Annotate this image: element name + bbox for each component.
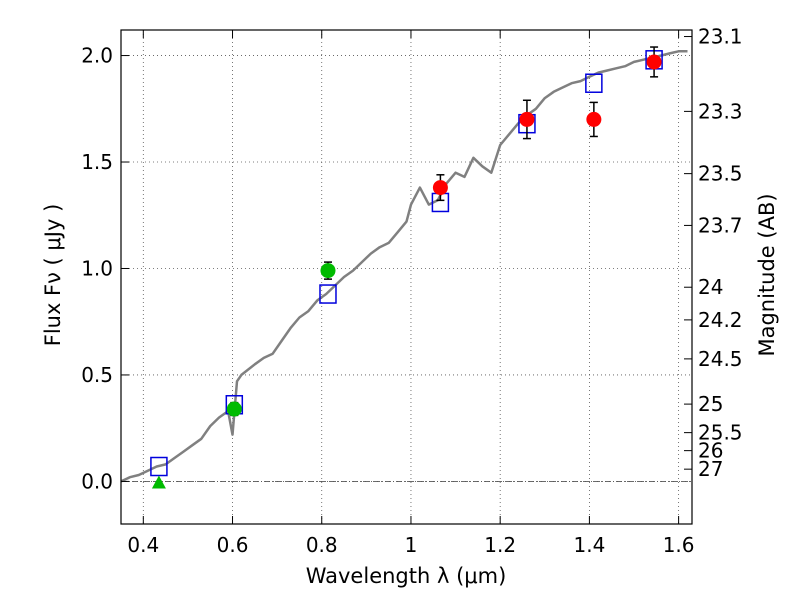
- measurement-point: [646, 54, 662, 70]
- x-axis-ticks: 0.4 0.6 0.8 1 1.2 1.4 1.6: [127, 30, 695, 557]
- data-markers: [150, 46, 663, 489]
- x-tick-label: 0.6: [217, 533, 249, 557]
- x-tick-label: 1.4: [573, 533, 605, 557]
- magnitude-tick-label: 23.5: [698, 162, 743, 186]
- magnitude-tick-label: 24.2: [698, 308, 743, 332]
- model-photometry-square: [150, 456, 168, 477]
- upper-limit-triangle: [151, 475, 166, 489]
- magnitude-tick-label: 23.3: [698, 99, 743, 123]
- x-tick-label: 1.6: [663, 533, 695, 557]
- magnitude-tick-label: 23.7: [698, 213, 743, 237]
- model-sed-line: [120, 50, 688, 483]
- measurement-point: [320, 263, 336, 279]
- magnitude-axis-label: Magnitude (AB): [755, 193, 779, 356]
- measurement-point: [432, 180, 448, 196]
- y-tick-label: 1.5: [81, 150, 113, 174]
- y-axis-ticks: 0.0 0.5 1.0 1.5 2.0: [81, 44, 129, 493]
- x-tick-label: 1: [405, 533, 418, 557]
- magnitude-tick-label: 25.5: [698, 421, 743, 445]
- model-photometry-square: [319, 284, 337, 304]
- plot-frame: [120, 29, 693, 525]
- magnitude-tick-label: 24.5: [698, 347, 743, 371]
- grid: [121, 30, 692, 524]
- x-tick-label: 1.2: [484, 533, 516, 557]
- magnitude-tick-label: 23.1: [698, 25, 743, 49]
- y-tick-label: 0.0: [81, 469, 113, 493]
- x-tick-label: 0.4: [127, 533, 159, 557]
- model-sed-layer: [120, 50, 688, 483]
- x-axis-label: Wavelength λ (μm): [306, 564, 507, 588]
- measurement-point: [226, 401, 242, 417]
- y-tick-label: 0.5: [81, 363, 113, 387]
- x-tick-label: 0.8: [306, 533, 338, 557]
- measurement-point: [519, 111, 535, 127]
- model-photometry-square: [585, 73, 603, 93]
- measurement-point: [586, 111, 602, 127]
- y-tick-label: 2.0: [81, 44, 113, 68]
- y-axis-label: Flux Fν ( μJy ): [41, 204, 65, 347]
- magnitude-tick-label: 27: [698, 457, 723, 481]
- magnitude-tick-label: 26: [698, 439, 723, 463]
- magnitude-tick-label: 25: [698, 392, 723, 416]
- y-tick-label: 1.0: [81, 256, 113, 280]
- magnitude-tick-label: 24: [698, 275, 723, 299]
